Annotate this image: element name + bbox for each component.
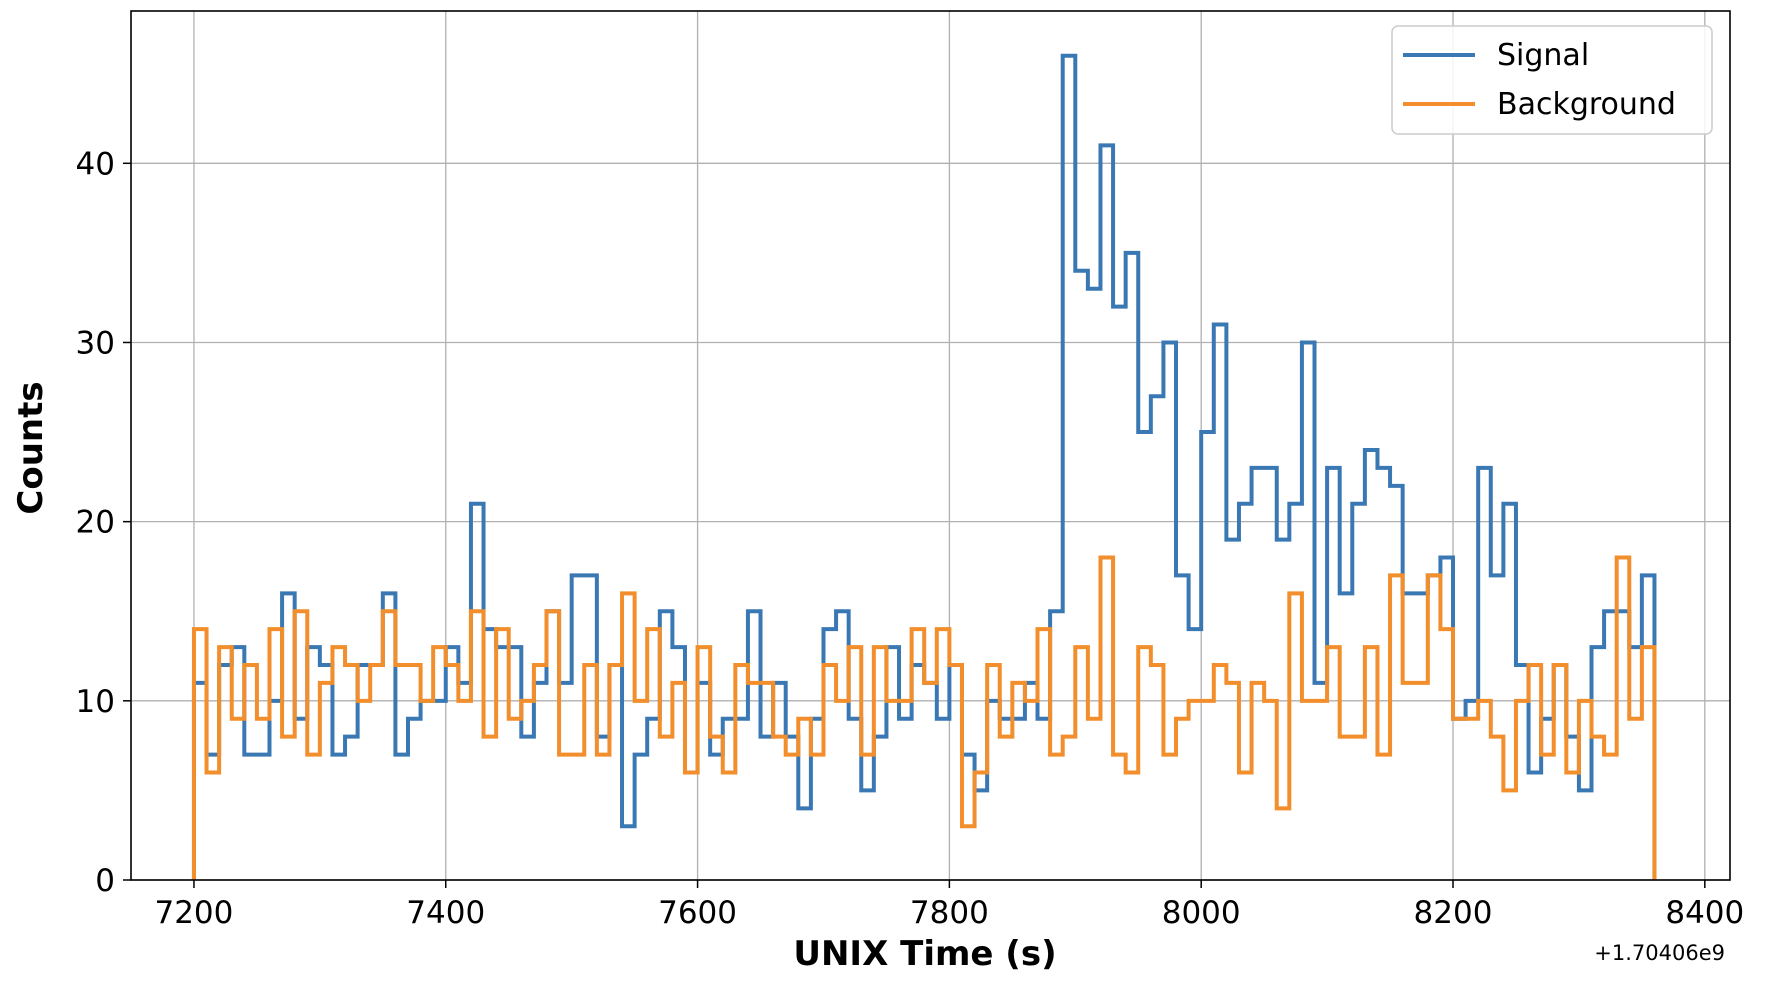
x-tick-label: 8400 xyxy=(1665,895,1744,931)
y-tick-label: 40 xyxy=(76,146,115,182)
legend: Signal Background xyxy=(1391,25,1713,135)
y-tick-label: 30 xyxy=(76,325,115,361)
series-group xyxy=(191,53,1657,880)
x-tick-label: 7400 xyxy=(406,895,485,931)
y-axis-label: Counts xyxy=(11,381,51,514)
x-tick-label: 7800 xyxy=(910,895,989,931)
axis-ticks: 7200 7400 7600 7800 8000 8200 8400 0 10 20 30 40 xyxy=(76,146,1745,931)
x-tick-label: 7200 xyxy=(154,895,233,931)
y-tick-label: 10 xyxy=(76,684,115,720)
plot-frame xyxy=(130,10,1731,881)
legend-label-background: Background xyxy=(1497,87,1676,122)
x-tick-label: 8200 xyxy=(1414,895,1493,931)
series-signal-line xyxy=(191,53,1657,880)
x-axis-label: UNIX Time (s) xyxy=(793,934,1056,974)
x-tick-label: 7600 xyxy=(658,895,737,931)
x-tick-label: 8000 xyxy=(1162,895,1241,931)
legend-label-signal: Signal xyxy=(1497,38,1589,73)
y-tick-label: 20 xyxy=(76,505,115,541)
series-background-line xyxy=(191,555,1657,880)
x-axis-offset-label: +1.70406e9 xyxy=(1594,941,1725,965)
grid xyxy=(131,11,1730,881)
y-tick-label: 0 xyxy=(95,863,115,899)
